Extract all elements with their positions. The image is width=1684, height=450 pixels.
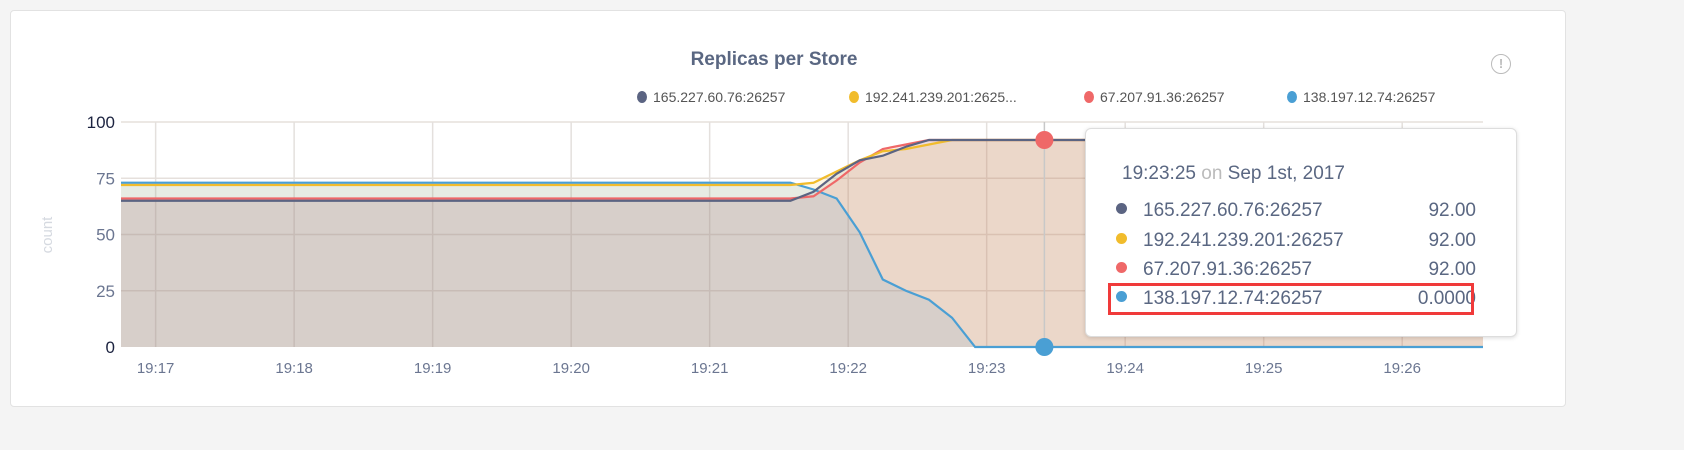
y-tick-label: 75 — [96, 169, 115, 188]
series-dot — [1116, 291, 1127, 302]
legend-label: 67.207.91.36:26257 — [1100, 89, 1225, 105]
y-tick-label: 0 — [106, 338, 115, 357]
legend-label: 192.241.239.201:2625... — [865, 89, 1017, 105]
legend-dot — [1287, 91, 1297, 103]
legend-label: 165.227.60.76:26257 — [653, 89, 786, 105]
tooltip-value: 92.00 — [1428, 230, 1476, 251]
tooltip-row: 192.241.239.201:26257 92.00 — [1116, 230, 1476, 252]
legend-label: 138.197.12.74:26257 — [1303, 89, 1436, 105]
y-tick-label: 100 — [87, 113, 115, 132]
y-tick-label: 25 — [96, 282, 115, 301]
series-dot — [1116, 233, 1127, 244]
series-line — [121, 138, 1483, 202]
chart-title: Replicas per Store — [690, 49, 858, 70]
x-tick-label: 19:25 — [1245, 360, 1283, 377]
legend-dot — [849, 91, 859, 103]
x-tick-label: 19:24 — [1106, 360, 1144, 377]
series-dot — [1116, 262, 1127, 273]
tooltip-value: 0.0000 — [1417, 288, 1476, 309]
series-dot — [1116, 203, 1127, 214]
legend-item[interactable]: 67.207.91.36:26257 — [1084, 89, 1225, 105]
tooltip-row: 67.207.91.36:26257 92.00 — [1116, 259, 1476, 281]
x-tick-label: 19:21 — [691, 360, 729, 377]
series-line — [121, 181, 1483, 349]
tooltip-value: 92.00 — [1428, 259, 1476, 280]
tooltip-series: 138.197.12.74:26257 — [1143, 288, 1323, 309]
tooltip-series: 67.207.91.36:26257 — [1143, 259, 1313, 280]
x-tick-label: 19:26 — [1383, 360, 1421, 377]
y-axis-label: count — [39, 216, 56, 254]
legend-dot — [637, 91, 647, 103]
tooltip: 19:23:25 on Sep 1st, 2017 165.227.60.76:… — [1085, 128, 1517, 337]
highlight-box — [1108, 283, 1474, 315]
x-tick-label: 19:22 — [829, 360, 867, 377]
legend-item[interactable]: 138.197.12.74:26257 — [1287, 89, 1435, 105]
tooltip-row: 165.227.60.76:26257 92.00 — [1116, 200, 1476, 222]
tooltip-row: 138.197.12.74:26257 0.0000 — [1116, 288, 1476, 310]
tooltip-series: 192.241.239.201:26257 — [1143, 230, 1344, 251]
x-tick-label: 19:17 — [137, 360, 175, 377]
info-icon[interactable]: ! — [1491, 54, 1511, 74]
x-tick-label: 19:23 — [968, 360, 1006, 377]
x-tick-label: 19:18 — [275, 360, 313, 377]
tooltip-series: 165.227.60.76:26257 — [1143, 200, 1323, 221]
x-tick-label: 19:20 — [552, 360, 590, 377]
tooltip-value: 92.00 — [1428, 200, 1476, 221]
x-tick-label: 19:19 — [414, 360, 452, 377]
hover-marker — [1035, 338, 1054, 356]
legend-dot — [1084, 91, 1094, 103]
tooltip-on: on — [1201, 163, 1223, 184]
legend-item[interactable]: 165.227.60.76:26257 — [637, 89, 785, 105]
legend-item[interactable]: 192.241.239.201:2625... — [849, 89, 1017, 105]
series-area — [121, 182, 1483, 347]
tooltip-header: 19:23:25 on Sep 1st, 2017 — [1122, 163, 1345, 185]
y-tick-label: 50 — [96, 226, 115, 245]
tooltip-date: Sep 1st, 2017 — [1227, 163, 1345, 184]
hover-marker — [1035, 131, 1054, 149]
tooltip-time: 19:23:25 — [1122, 163, 1196, 184]
